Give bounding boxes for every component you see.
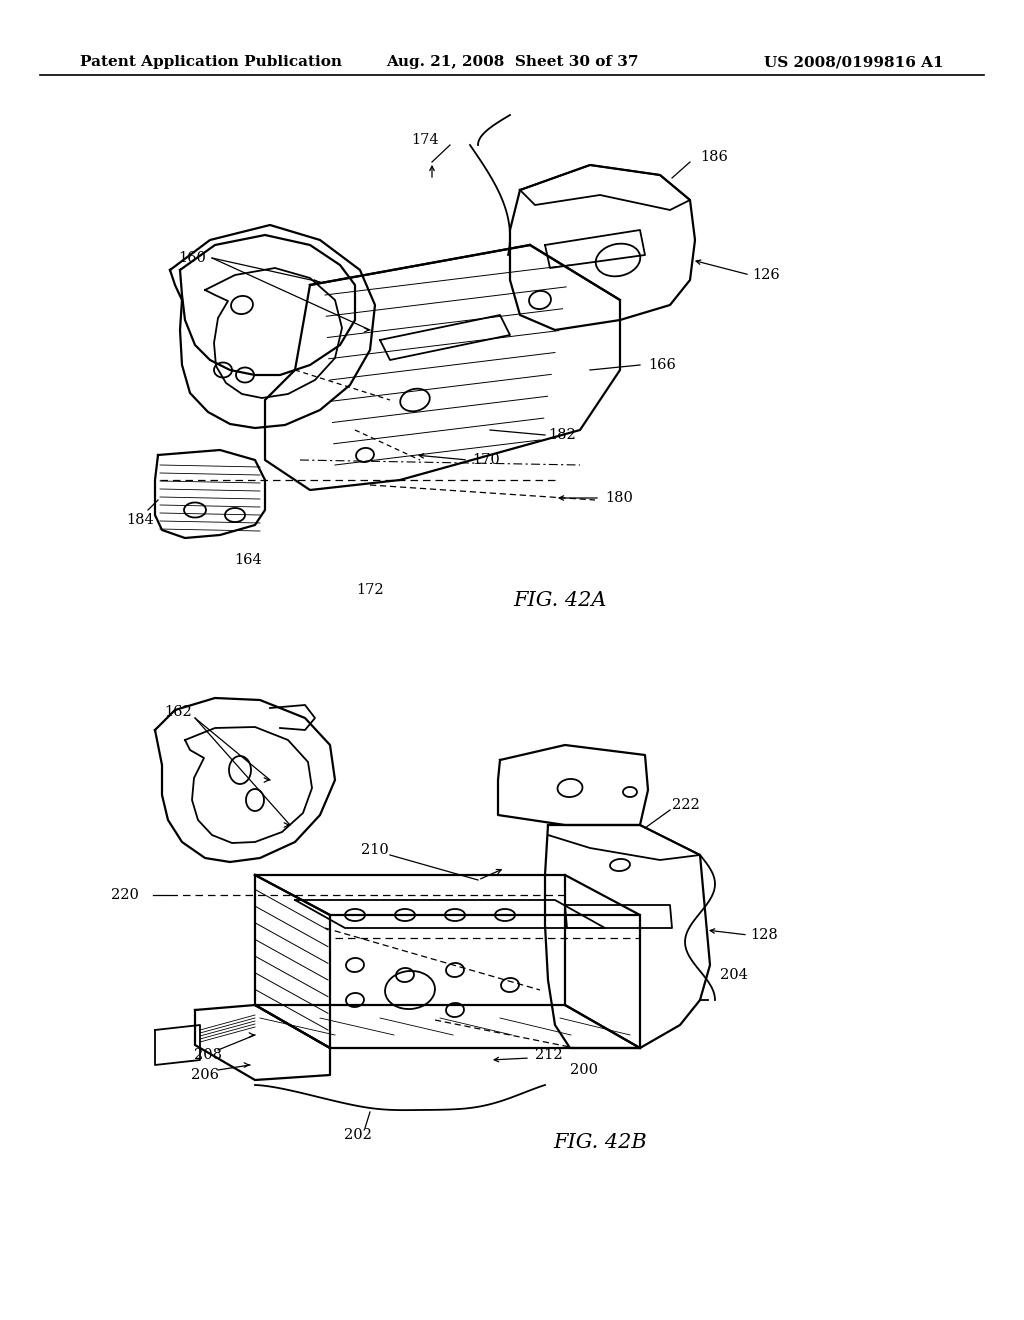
Text: Patent Application Publication: Patent Application Publication xyxy=(80,55,342,69)
Text: 128: 128 xyxy=(750,928,778,942)
Text: 180: 180 xyxy=(605,491,633,506)
Text: 182: 182 xyxy=(548,428,575,442)
Text: Aug. 21, 2008  Sheet 30 of 37: Aug. 21, 2008 Sheet 30 of 37 xyxy=(386,55,638,69)
Text: 162: 162 xyxy=(164,705,191,719)
Text: FIG. 42A: FIG. 42A xyxy=(513,590,607,610)
Text: 210: 210 xyxy=(361,843,389,857)
Text: 204: 204 xyxy=(720,968,748,982)
Text: 174: 174 xyxy=(412,133,439,147)
Text: 170: 170 xyxy=(472,453,500,467)
Text: 202: 202 xyxy=(344,1129,372,1142)
Text: 184: 184 xyxy=(126,513,154,527)
Text: 220: 220 xyxy=(111,888,139,902)
Text: 200: 200 xyxy=(570,1063,598,1077)
Text: 172: 172 xyxy=(356,583,384,597)
Text: US 2008/0199816 A1: US 2008/0199816 A1 xyxy=(764,55,944,69)
Text: 206: 206 xyxy=(191,1068,219,1082)
Text: 222: 222 xyxy=(672,799,699,812)
Text: 160: 160 xyxy=(178,251,206,265)
Text: 166: 166 xyxy=(648,358,676,372)
Text: 208: 208 xyxy=(194,1048,222,1063)
Text: 212: 212 xyxy=(535,1048,562,1063)
Text: FIG. 42B: FIG. 42B xyxy=(553,1133,647,1151)
Text: 186: 186 xyxy=(700,150,728,164)
Text: 164: 164 xyxy=(234,553,262,568)
Text: 126: 126 xyxy=(752,268,779,282)
